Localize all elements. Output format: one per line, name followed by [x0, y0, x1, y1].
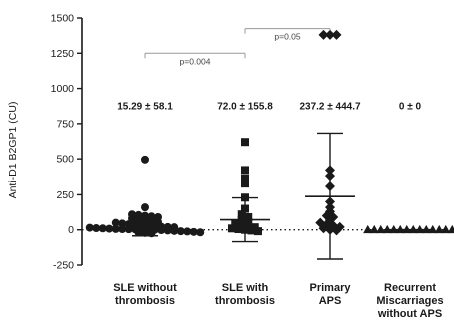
data-point	[196, 228, 205, 237]
data-point	[170, 226, 179, 235]
data-point	[237, 220, 246, 229]
data-point	[241, 174, 249, 183]
axes-layer	[77, 17, 452, 266]
category-label-line: without APS	[377, 308, 442, 320]
data-point	[447, 224, 454, 234]
category-label: SLE without thrombosis	[113, 282, 177, 307]
data-point	[141, 203, 149, 212]
data-point	[234, 225, 243, 234]
category-label-line: SLE without	[113, 282, 177, 294]
group-stat-label: 237.2 ± 444.7	[299, 102, 361, 113]
data-point	[85, 223, 94, 232]
data-point	[254, 227, 262, 236]
y-tick-label: 250	[56, 189, 74, 201]
category-label-line: Recurrent	[384, 282, 436, 294]
y-tick-label: 1250	[51, 48, 75, 60]
data-point	[325, 29, 335, 40]
y-tick-label: -250	[53, 260, 74, 272]
marks-layer	[85, 29, 454, 260]
data-point	[244, 217, 253, 226]
data-point	[98, 224, 107, 233]
group-stat-label: 15.29 ± 58.1	[117, 102, 173, 113]
p-value-label: p=0.05	[274, 32, 301, 42]
category-label-line: Primary	[310, 282, 352, 294]
p-value-label: p=0.004	[180, 56, 211, 66]
data-point	[92, 224, 101, 233]
data-point	[331, 225, 342, 236]
group-stat-label: 0 ± 0	[399, 102, 422, 113]
group-stat-label: 72.0 ± 155.8	[217, 102, 273, 113]
category-label-line: Miscarriages	[376, 295, 443, 307]
category-label-line: APS	[319, 295, 342, 307]
y-axis-label: Anti-D1 B2GP1 (CU)	[7, 102, 19, 199]
data-point	[231, 219, 240, 228]
y-tick-label: 0	[68, 224, 74, 236]
data-point	[318, 223, 329, 234]
data-point	[241, 179, 249, 188]
data-point	[105, 224, 114, 233]
y-tick-label: 1000	[51, 83, 75, 95]
labels-layer: -250 0 250 500 750 1000 1250 1500 15.29 ± 58.1 SL…	[51, 13, 444, 321]
data-point	[134, 228, 143, 237]
y-tick-label: 750	[56, 118, 74, 130]
data-point	[141, 155, 149, 164]
data-point	[118, 219, 127, 228]
data-point	[434, 224, 444, 234]
data-point	[189, 227, 198, 236]
data-point	[163, 226, 172, 235]
data-point	[237, 210, 246, 219]
data-point	[241, 138, 249, 147]
data-point	[111, 224, 120, 233]
data-point	[441, 224, 451, 234]
data-point	[241, 166, 249, 175]
category-label-line: SLE with	[222, 282, 269, 294]
data-point	[331, 29, 342, 40]
data-point	[363, 224, 373, 234]
y-tick-label: 500	[56, 154, 74, 166]
data-point	[376, 224, 386, 234]
data-point	[183, 227, 192, 236]
data-point	[176, 227, 185, 236]
category-label-line: thrombosis	[215, 295, 275, 307]
data-point	[318, 29, 329, 40]
y-tick-label: 1500	[51, 13, 75, 25]
data-point	[244, 213, 253, 222]
category-label: SLE with thrombosis	[215, 282, 275, 307]
category-label-line: thrombosis	[115, 295, 175, 307]
data-point	[228, 224, 236, 233]
data-point	[369, 224, 379, 234]
category-label: Recurrent Miscarriages without APS	[376, 282, 443, 320]
data-point	[111, 218, 120, 227]
category-label: Primary APS	[310, 282, 352, 307]
data-point	[247, 226, 256, 235]
